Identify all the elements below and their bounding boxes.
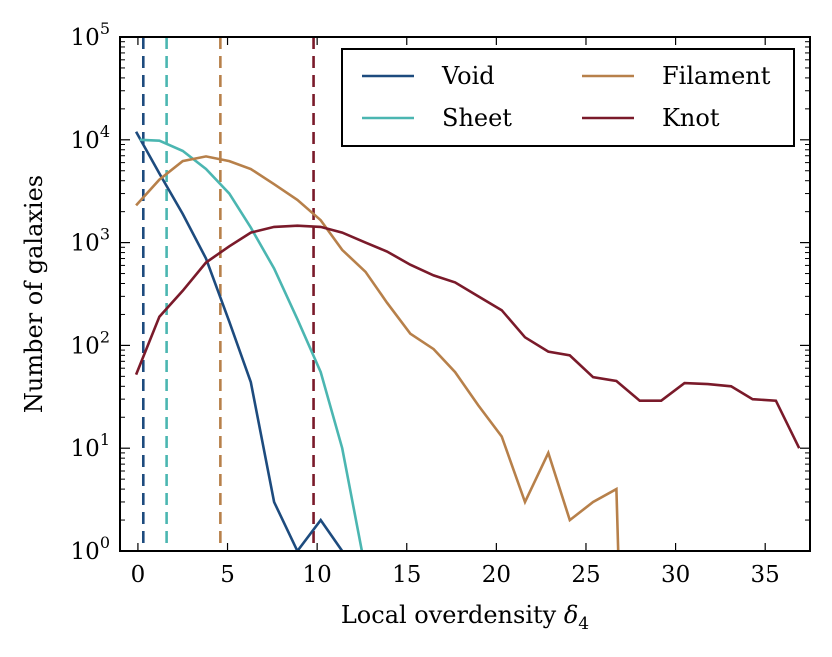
x-tick-label: 30 [661, 562, 690, 588]
x-tick-label: 35 [751, 562, 780, 588]
x-tick-label: 25 [571, 562, 600, 588]
x-axis-label: Local overdensity δ4 [341, 601, 589, 634]
series-line-knot [134, 224, 801, 449]
x-tick-label: 0 [131, 562, 146, 588]
series-line-sheet [139, 138, 364, 551]
legend-label-sheet: Sheet [442, 104, 512, 132]
y-tick-label: 102 [71, 327, 110, 359]
series-lines [134, 131, 801, 551]
x-axis-label-symbol: δ [564, 601, 578, 629]
x-tick-label: 5 [220, 562, 235, 588]
y-axis-ticks: 100 101 102 103 104 105 [71, 19, 810, 565]
y-tick-label: 103 [71, 225, 110, 257]
x-tick-label: 15 [392, 562, 421, 588]
series-line-void [134, 131, 344, 551]
series-line-filament [135, 155, 620, 551]
y-tick-label: 104 [71, 122, 110, 154]
y-tick-label: 101 [71, 430, 110, 462]
x-axis-label-subscript: 4 [578, 614, 589, 634]
median-lines [141, 37, 315, 551]
legend-label-filament: Filament [662, 62, 771, 90]
x-tick-label: 20 [482, 562, 511, 588]
legend-label-void: Void [441, 62, 495, 90]
x-axis-label-main: Local overdensity [341, 601, 564, 629]
legend-box [341, 48, 795, 147]
legend-label-knot: Knot [662, 104, 720, 132]
y-tick-label: 105 [71, 19, 110, 51]
y-tick-label: 100 [71, 533, 110, 565]
plot-frame [119, 36, 811, 552]
legend: Void Sheet Filament Knot [341, 48, 795, 147]
x-tick-label: 10 [303, 562, 332, 588]
y-axis-label: Number of galaxies [20, 175, 48, 413]
x-axis-ticks: 0 5 10 15 20 25 30 35 [131, 37, 780, 588]
